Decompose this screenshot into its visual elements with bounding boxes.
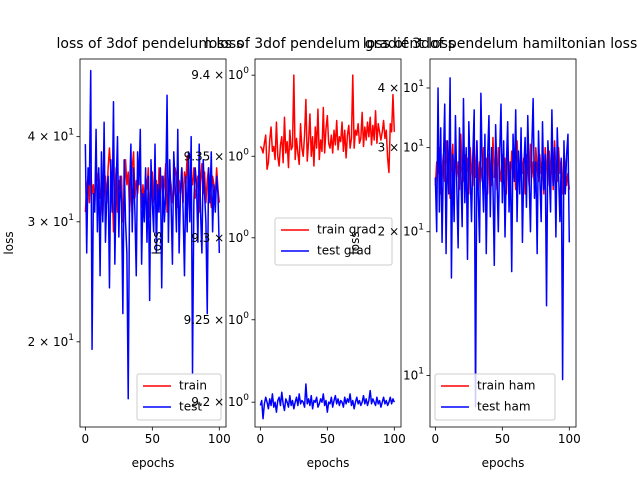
x-tick-label: 100 [558, 432, 581, 446]
series-line-test-grad [259, 383, 395, 420]
series-line-test [84, 69, 221, 400]
y-tick-label: 3 × 101 [28, 212, 74, 228]
legend-label: test grad [317, 244, 371, 258]
series-line-train-grad [259, 74, 396, 174]
x-axis-label: epochs [307, 456, 350, 470]
y-tick-label: 4 × 101 [378, 78, 424, 94]
x-axis-label: epochs [482, 456, 525, 470]
subplot-2: 0 50 100 9.2 × 100 9.25 × 100 9.3 × 100 9.35 ×… [150, 36, 455, 470]
y-tick-label: 9.35 × 100 [184, 147, 250, 163]
y-axis-label: loss [150, 231, 164, 254]
legend-label: train ham [477, 379, 535, 393]
y-tick-label: 9.25 × 100 [184, 310, 250, 326]
x-axis-label: epochs [132, 456, 175, 470]
legend: train grad test grad [274, 217, 393, 266]
y-axis-label: loss [2, 231, 16, 254]
legend: train test [136, 373, 222, 421]
axes-frame [429, 58, 577, 428]
x-tick-label: 100 [208, 432, 231, 446]
legend-label: train grad [317, 223, 376, 237]
subplot-title: loss of 3dof pendelum loss [57, 36, 244, 52]
x-tick-label: 50 [145, 432, 160, 446]
legend-label: train [179, 379, 207, 393]
legend: train ham test ham [434, 373, 556, 421]
subplot-title: loss of 3dof pendelum gradient loss [205, 36, 455, 52]
y-tick-label: 3 × 101 [378, 138, 424, 154]
x-tick-label: 50 [495, 432, 510, 446]
x-tick-label: 50 [320, 432, 335, 446]
y-tick-label: 2 × 101 [378, 222, 424, 238]
axes-frame [79, 58, 227, 428]
legend-label: test [179, 400, 202, 414]
y-tick-label: 101 [403, 366, 424, 382]
y-tick-label: 9.2 × 100 [191, 393, 249, 409]
x-tick-label: 100 [383, 432, 406, 446]
series-line-test-ham [434, 77, 571, 408]
y-axis-label: loss [348, 231, 362, 254]
x-tick-label: 0 [432, 432, 440, 446]
subplot-3: 0 50 100 101 2 × 101 3 × 101 4 × 101 loss of 3d… [348, 36, 637, 470]
y-tick-label: 9.3 × 100 [191, 228, 249, 244]
x-tick-label: 0 [257, 432, 265, 446]
axes-frame [254, 58, 402, 428]
y-tick-label: 2 × 101 [28, 332, 74, 348]
y-tick-label: 4 × 101 [28, 127, 74, 143]
subplot-title: loss of 3dof pendelum hamiltonian loss [363, 36, 638, 52]
x-tick-label: 0 [82, 432, 90, 446]
legend-label: test ham [477, 400, 531, 414]
subplot-1: 0 50 100 2 × 101 3 × 101 4 × 101 loss of 3dof … [2, 36, 243, 470]
y-tick-label: 9.4 × 100 [191, 66, 249, 82]
